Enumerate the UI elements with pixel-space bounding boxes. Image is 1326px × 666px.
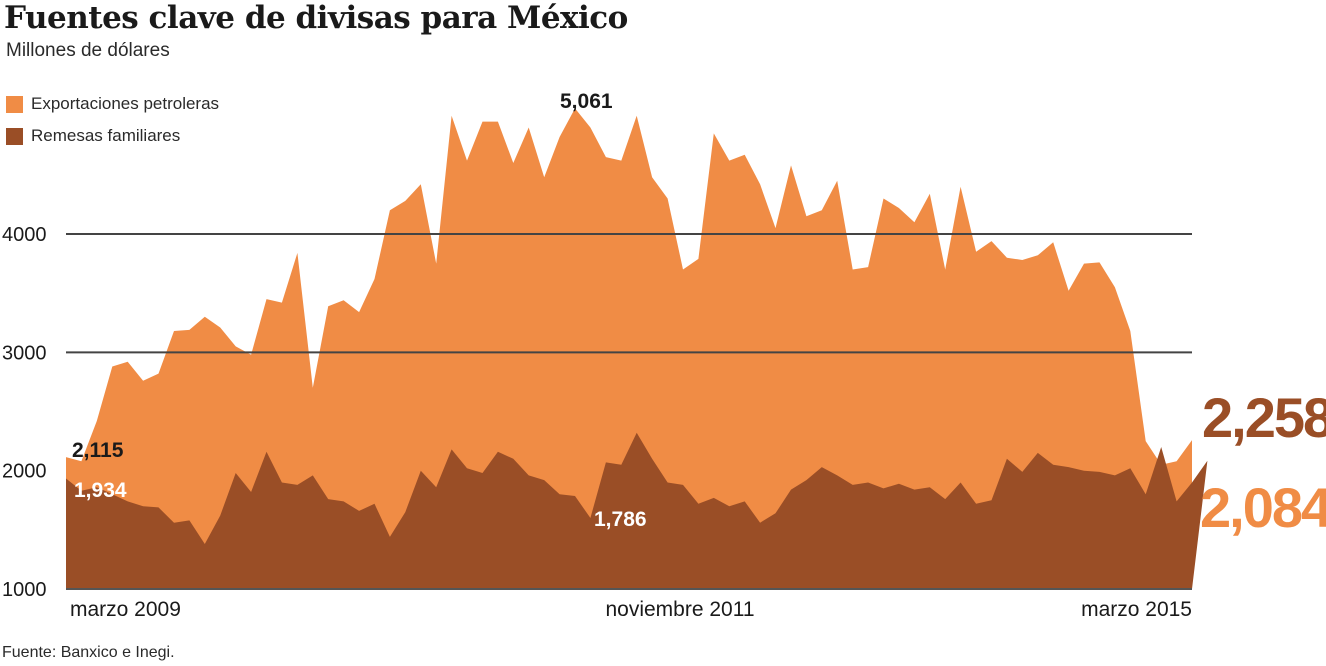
legend-label-oil: Exportaciones petroleras [31,94,220,113]
x-tick-label-start: marzo 2009 [70,598,181,621]
annotation-oil-end: 2,258 [1202,386,1326,449]
chart-title: Fuentes clave de divisas para México [4,0,628,36]
y-tick-label-1000: 1000 [2,579,47,601]
x-tick-label-mid: noviembre 2011 [605,598,754,621]
legend-item-oil: Exportaciones petroleras [6,88,219,120]
annotation-remit-start: 1,934 [74,479,127,502]
legend-swatch-oil [6,95,23,113]
y-tick-label-2000: 2000 [2,461,47,483]
y-tick-label-4000: 4000 [2,224,47,246]
legend-label-remit: Remesas familiares [31,126,181,145]
annotation-oil-start: 2,115 [72,439,124,462]
series-area-remit [66,432,1208,589]
annotation-remit-mid: 1,786 [594,508,647,531]
legend: Exportaciones petroleras Remesas familia… [6,88,219,152]
y-tick-label-3000: 3000 [2,342,47,364]
legend-swatch-remit [6,127,23,145]
series-area-oil [66,108,1192,590]
chart-subtitle: Millones de dólares [6,40,170,61]
annotation-remit-end: 2,084 [1200,476,1326,539]
annotation-oil-peak: 5,061 [560,90,613,113]
source-note: Fuente: Banxico e Inegi. [2,644,175,661]
legend-item-remit: Remesas familiares [6,120,219,152]
x-tick-label-end: marzo 2015 [1081,598,1192,621]
